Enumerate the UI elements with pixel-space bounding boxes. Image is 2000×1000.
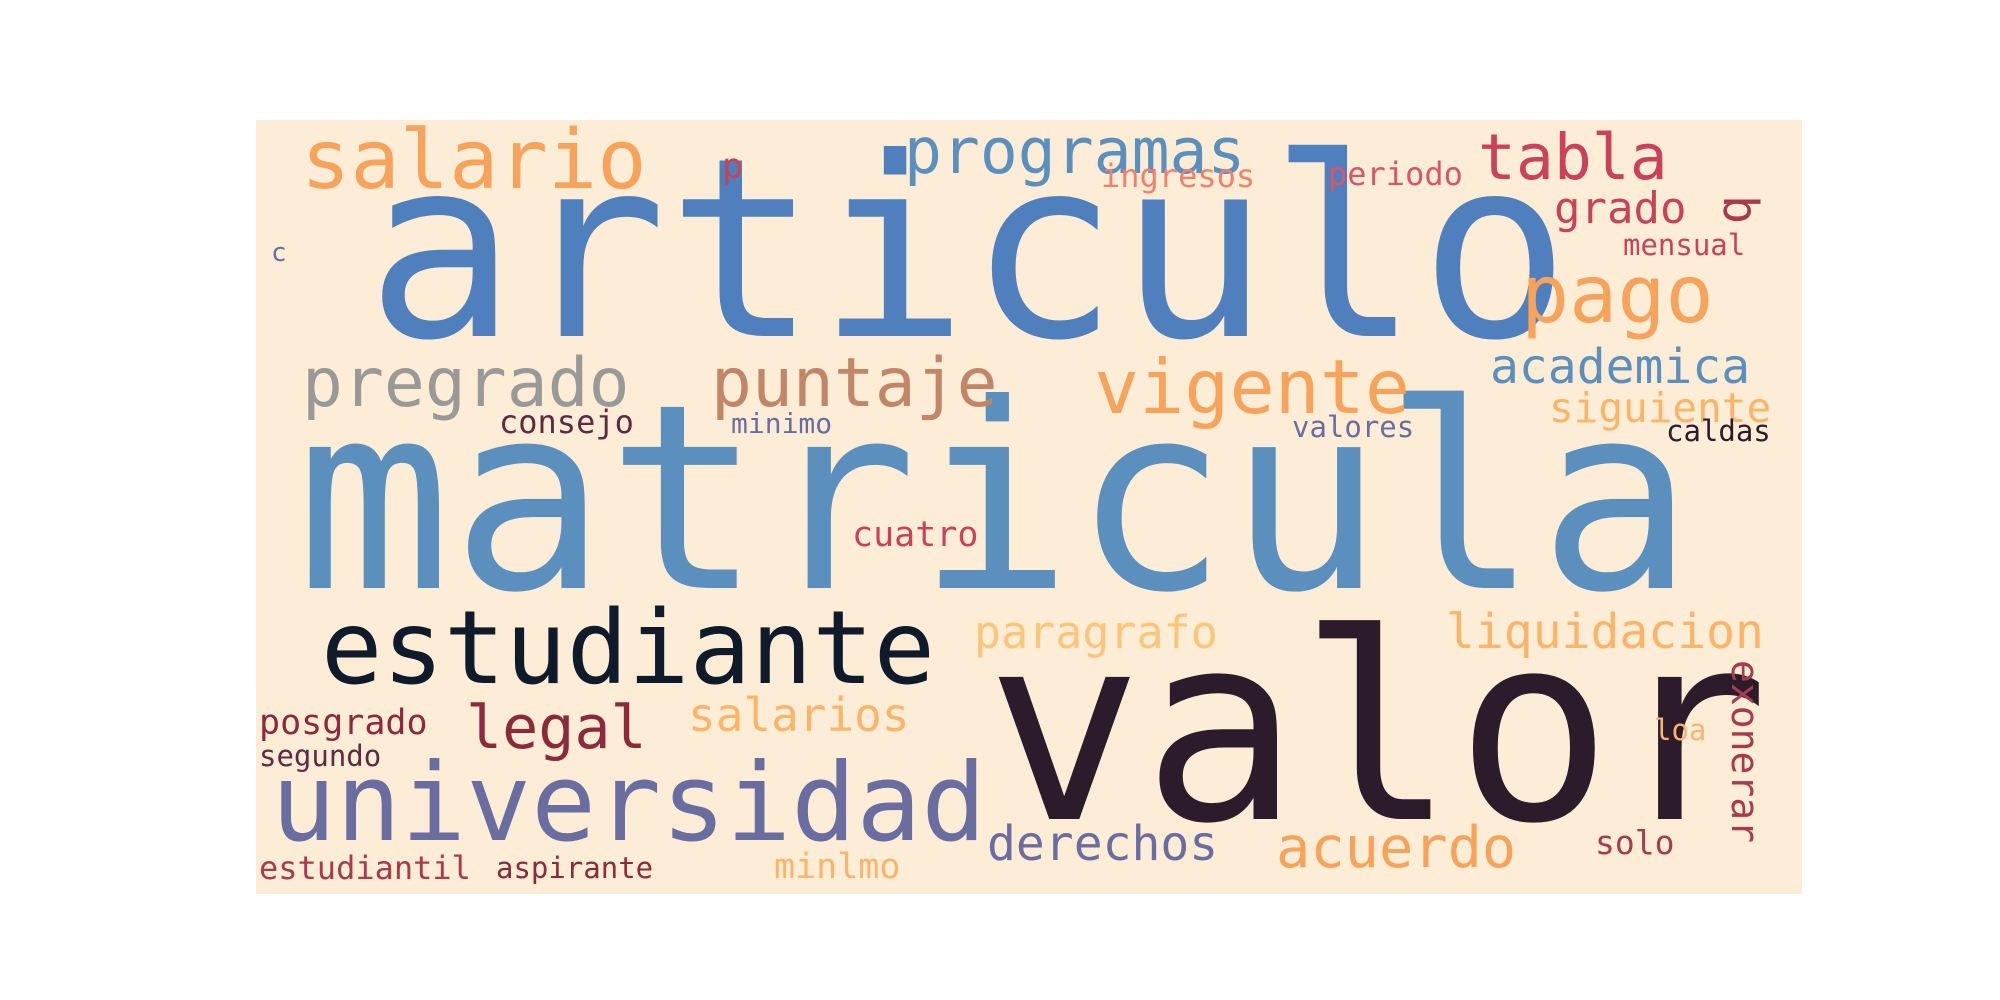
word-salario: salario <box>301 120 647 208</box>
word-academica: academica <box>1490 339 1751 395</box>
word-cuatro: cuatro <box>852 515 979 555</box>
word-valor: valor <box>986 579 1769 881</box>
word-programas: programas <box>904 120 1246 188</box>
word-estudiante: estudiante <box>321 589 936 708</box>
word-paragrafo: paragrafo <box>974 606 1218 659</box>
word-loa: loa <box>1654 713 1707 747</box>
word-caldas: caldas <box>1666 414 1771 448</box>
word-minlmo: minlmo <box>774 847 901 887</box>
word-consejo: consejo <box>499 403 634 441</box>
word-cloud: articulo matricula valor estudiante univ… <box>256 120 1802 894</box>
word-acuerdo: acuerdo <box>1276 815 1517 881</box>
word-p: p <box>722 147 744 187</box>
word-siguiente: siguiente <box>1549 384 1772 432</box>
word-segundo: segundo <box>259 739 382 773</box>
word-articulo: articulo <box>366 120 1571 395</box>
word-minimo: minimo <box>731 407 833 440</box>
word-salarios: salarios <box>688 688 910 742</box>
word-legal: legal <box>466 693 647 763</box>
word-solo: solo <box>1595 823 1675 862</box>
word-mensual: mensual <box>1623 228 1746 262</box>
word-pago: pago <box>1521 248 1714 341</box>
word-vigente: vigente <box>1094 343 1411 431</box>
word-c: c <box>271 238 287 268</box>
word-pregrado: pregrado <box>302 344 630 423</box>
word-exonerar: exonerar <box>1723 660 1767 844</box>
word-liquidacion: liquidacion <box>1446 604 1764 660</box>
word-b: b <box>1712 195 1768 224</box>
word-posgrado: posgrado <box>259 703 428 743</box>
word-tabla: tabla <box>1478 121 1668 194</box>
word-ingresos: ingresos <box>1101 157 1256 195</box>
word-aspirante: aspirante <box>496 851 654 885</box>
word-valores: valores <box>1292 410 1415 444</box>
word-derechos: derechos <box>987 816 1219 872</box>
word-universidad: universidad <box>271 741 987 866</box>
word-matricula: matricula <box>296 349 1694 649</box>
word-grado: grado <box>1554 183 1687 234</box>
word-estudiantil: estudiantil <box>259 849 471 887</box>
word-periodo: periodo <box>1328 155 1463 193</box>
word-puntaje: puntaje <box>711 344 998 423</box>
